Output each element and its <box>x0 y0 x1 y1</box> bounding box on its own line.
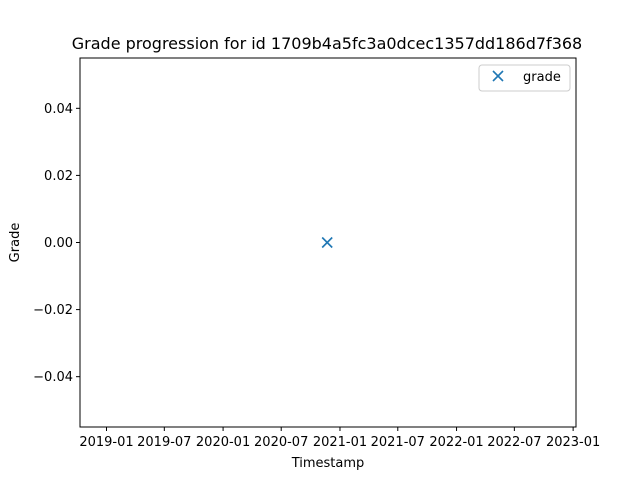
x-tick-label: 2019-01 <box>79 435 133 450</box>
y-tick-label: 0.02 <box>44 169 73 184</box>
x-tick-label: 2020-07 <box>254 435 308 450</box>
x-tick-label: 2022-07 <box>487 435 541 450</box>
y-tick-label: −0.02 <box>33 303 73 318</box>
x-tick-label: 2020-01 <box>196 435 250 450</box>
legend-label: grade <box>523 70 561 85</box>
chart-title: Grade progression for id 1709b4a5fc3a0dc… <box>72 34 582 53</box>
x-tick-label: 2019-07 <box>137 435 191 450</box>
data-point <box>321 236 333 249</box>
legend-marker-x <box>492 70 504 82</box>
y-tick-label: −0.04 <box>33 370 73 385</box>
x-axis-label: Timestamp <box>291 456 365 471</box>
legend-marker <box>492 70 504 82</box>
x-tick-label: 2021-01 <box>313 435 367 450</box>
data-points <box>321 236 333 249</box>
x-tick-label: 2023-01 <box>546 435 600 450</box>
x-tick-label: 2021-07 <box>371 435 425 450</box>
x-tick-label: 2022-01 <box>429 435 483 450</box>
x-axis: 2019-01 2019-07 2020-01 2020-07 2021-01 2021-… <box>79 427 600 450</box>
y-tick-label: 0.00 <box>44 236 73 251</box>
y-axis-label: Grade <box>8 223 23 263</box>
legend: grade <box>478 64 571 92</box>
y-axis: 0.04 0.02 0.00 −0.02 −0.04 <box>33 102 80 385</box>
y-tick-label: 0.04 <box>44 102 73 117</box>
